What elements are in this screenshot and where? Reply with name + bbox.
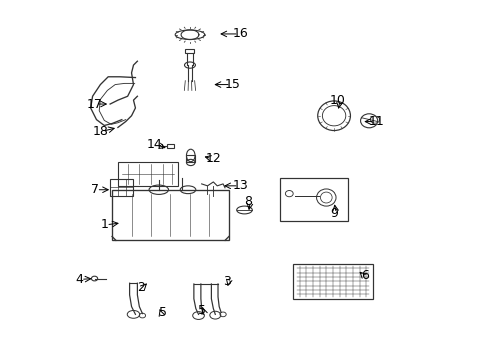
Text: 18: 18 <box>92 125 108 138</box>
Bar <box>186 156 195 162</box>
Text: 8: 8 <box>244 195 252 208</box>
Text: 12: 12 <box>205 152 221 165</box>
Text: 4: 4 <box>75 273 83 286</box>
Bar <box>166 144 173 148</box>
Text: 1: 1 <box>100 218 108 231</box>
Text: 5: 5 <box>159 306 166 319</box>
Bar <box>279 178 347 221</box>
Text: 2: 2 <box>137 280 145 294</box>
Bar <box>185 49 193 53</box>
Text: 14: 14 <box>147 139 163 152</box>
Text: 17: 17 <box>86 98 102 111</box>
Text: 10: 10 <box>329 94 345 107</box>
Text: 6: 6 <box>361 269 368 282</box>
Text: 11: 11 <box>368 115 384 128</box>
Text: 5: 5 <box>197 304 205 317</box>
Text: 13: 13 <box>232 179 248 192</box>
Text: 9: 9 <box>329 207 337 220</box>
Text: 15: 15 <box>224 78 240 91</box>
Text: 7: 7 <box>90 183 99 196</box>
Bar <box>110 179 133 195</box>
Bar <box>112 190 228 240</box>
Bar <box>118 162 178 186</box>
Bar <box>293 264 372 299</box>
Text: 16: 16 <box>232 27 248 40</box>
Text: 3: 3 <box>223 275 230 288</box>
